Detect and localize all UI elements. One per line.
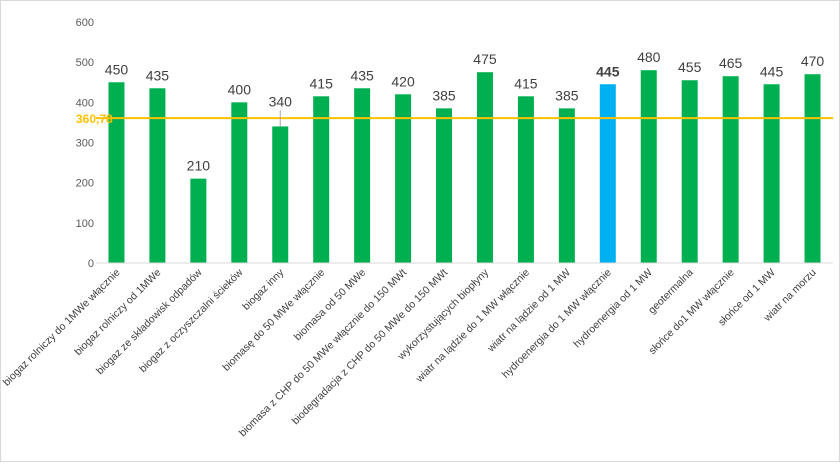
data-label: 465: [719, 55, 743, 71]
data-label: 415: [514, 75, 538, 91]
bar: [190, 178, 207, 263]
data-label: 445: [596, 63, 620, 79]
category-label: biodegradacja z CHP do 50 MWe do 150 MWt: [290, 267, 451, 428]
y-tick-label: 300: [76, 138, 94, 150]
bar: [476, 72, 493, 263]
data-label: 385: [432, 87, 456, 103]
data-label: 435: [350, 67, 374, 83]
reference-line-label: 360,78: [76, 112, 113, 126]
data-label: 210: [187, 158, 211, 174]
bar: [313, 96, 330, 263]
data-label: 415: [310, 75, 334, 91]
data-label: 475: [473, 51, 497, 67]
data-label: 435: [146, 67, 170, 83]
bar: [395, 94, 412, 263]
bar: [149, 88, 166, 264]
bar: [722, 76, 739, 263]
y-tick-label: 600: [76, 17, 94, 29]
bar: [354, 88, 371, 264]
category-label: hydroenergia od 1 MW: [571, 267, 655, 351]
y-tick-label: 400: [76, 97, 94, 109]
bar: [108, 82, 125, 263]
y-tick-label: 500: [76, 57, 94, 69]
bar: [640, 70, 657, 263]
bar: [763, 84, 780, 263]
data-label: 340: [269, 93, 293, 109]
data-label: 480: [637, 49, 661, 65]
category-label: biomasa od 50 MWe: [292, 267, 369, 344]
bar: [231, 102, 248, 263]
y-axis-ticks: 0 100 200 300 400 500 600: [76, 17, 94, 270]
data-label: 385: [555, 87, 579, 103]
data-label: 470: [801, 53, 825, 69]
data-label: 400: [228, 81, 252, 97]
bar: [272, 126, 289, 263]
category-label: wiatr na lądzie od 1 MW: [485, 267, 573, 355]
bar: [558, 108, 575, 263]
bar: [517, 96, 534, 263]
bar: [681, 80, 698, 263]
data-label: 455: [678, 59, 702, 75]
y-tick-label: 200: [76, 178, 94, 190]
y-tick-label: 0: [88, 258, 94, 270]
bars: [108, 70, 821, 264]
bar: [804, 74, 821, 263]
data-label: 450: [105, 61, 129, 77]
data-labels: 450 435 210 400 340 415 435 420 385 475 415 385 445 4…: [105, 49, 825, 173]
y-tick-label: 100: [76, 218, 94, 230]
data-label: 420: [391, 73, 415, 89]
data-label: 445: [760, 63, 784, 79]
bar: [436, 108, 453, 263]
bar: [599, 84, 616, 263]
reference-line-group: 360,78: [76, 112, 833, 126]
